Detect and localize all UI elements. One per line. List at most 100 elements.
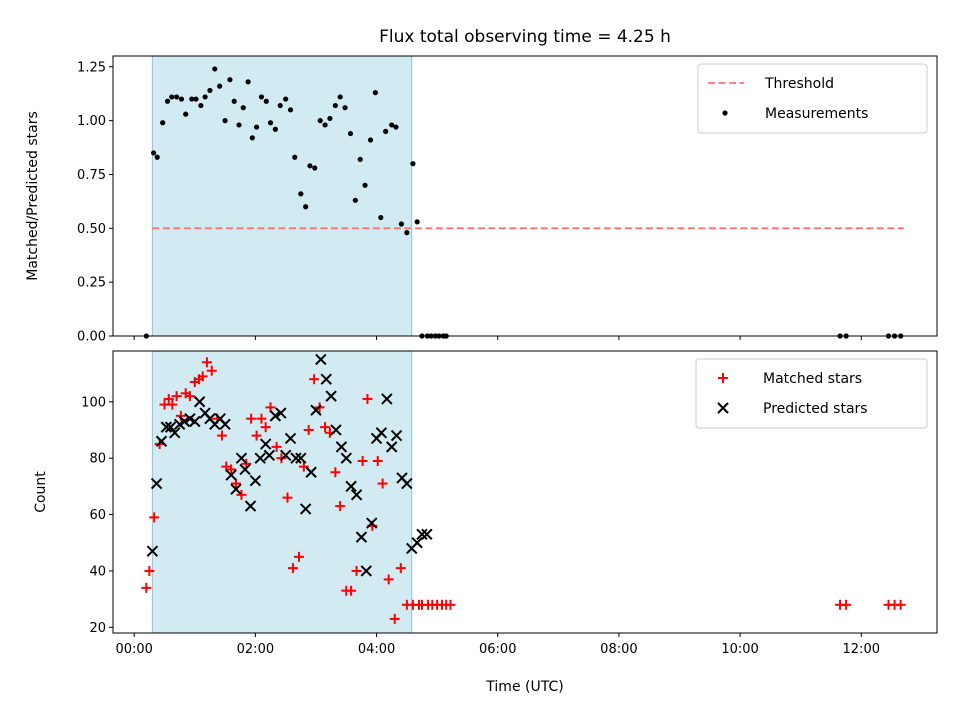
measurement-point: [231, 98, 237, 104]
y-tick-label: 0.50: [77, 222, 106, 237]
matched-star-point: [294, 551, 305, 562]
predicted-star-point: [355, 531, 368, 543]
ratio-legend: Threshold Measurements: [697, 63, 928, 134]
cross-stroke-b: [244, 500, 257, 512]
count-plot-frame: [112, 350, 938, 634]
measurement-point: [189, 96, 195, 102]
measurement-point: [178, 96, 185, 102]
measurement-point: [198, 102, 204, 109]
measurement-point: [383, 128, 389, 134]
measurement-point: [212, 66, 218, 72]
predicted-star-point: [366, 517, 378, 529]
cross-stroke-b: [350, 489, 363, 501]
measurement-point: [389, 122, 395, 128]
predicted-star-point: [259, 438, 272, 450]
matched-star-point: [330, 467, 341, 478]
predicted-star-point: [249, 475, 262, 487]
time-x-axis-label: Time (UTC): [485, 679, 563, 695]
cross-stroke-b: [381, 393, 393, 405]
cross-stroke-b: [239, 463, 251, 476]
matched-star-point: [335, 501, 346, 512]
matched-star-point: [206, 365, 217, 376]
matched-star-point: [256, 413, 267, 424]
predicted-star-point: [299, 503, 312, 515]
matched-star-point: [895, 599, 906, 610]
predicted-star-point: [284, 432, 297, 445]
predicted-star-point: [350, 489, 363, 501]
measurement-point: [347, 130, 354, 137]
matched-star-point: [271, 441, 282, 452]
measurement-point: [150, 150, 157, 156]
cross-stroke-b: [310, 404, 322, 416]
cross-stroke-b: [375, 427, 388, 439]
measurement-point: [398, 221, 404, 227]
matched-star-point: [144, 565, 155, 576]
legend-predicted-swatch: [717, 402, 729, 414]
y-tick-label: 1.25: [77, 60, 106, 75]
measurement-point: [317, 118, 323, 124]
cross-stroke-b: [249, 475, 262, 487]
legend-measurement-label: Measurements: [765, 106, 868, 122]
x-tick-label: 10:00: [721, 642, 758, 657]
measurement-point: [202, 94, 208, 100]
matched-star-point: [171, 391, 182, 402]
cross-stroke-b: [204, 412, 216, 425]
cross-stroke-b: [305, 466, 317, 478]
cross-stroke-b: [401, 477, 413, 490]
measurement-point: [372, 90, 378, 96]
measurement-point: [283, 96, 289, 102]
legend-measurement-swatch: [722, 110, 728, 116]
matched-star-point: [383, 574, 394, 585]
cross-stroke-b: [184, 412, 196, 425]
cross-stroke-b: [345, 480, 357, 493]
predicted-star-point: [269, 410, 282, 422]
cross-stroke-b: [320, 373, 332, 385]
cross-stroke-b: [325, 390, 337, 402]
predicted-star-point: [169, 427, 181, 439]
matched-star-point: [149, 512, 160, 523]
cross-stroke-b: [214, 412, 226, 425]
predicted-star-point: [416, 528, 428, 541]
predicted-star-point: [315, 353, 327, 366]
matched-star-point: [351, 565, 362, 576]
predicted-star-point: [325, 390, 337, 402]
predicted-star-point: [150, 477, 163, 490]
cross-stroke-b: [360, 565, 372, 577]
legend-matched-label: Matched stars: [763, 371, 862, 387]
matched-star-point: [395, 563, 406, 574]
predicted-star-point: [375, 427, 388, 439]
matched-star-point: [320, 422, 331, 433]
y-tick-label: 0.75: [77, 168, 106, 183]
cross-stroke-b: [146, 545, 159, 557]
measurement-point: [240, 105, 246, 111]
measurement-point: [164, 98, 171, 104]
matched-star-point: [362, 393, 373, 404]
count-y-axis-label: Count: [33, 471, 49, 513]
predicted-star-point: [193, 396, 206, 408]
matched-star-point: [287, 563, 298, 574]
measurement-point: [337, 94, 343, 100]
legend-box: [697, 63, 928, 134]
measurement-point: [410, 161, 416, 167]
matched-star-point: [251, 430, 262, 441]
predicted-star-point: [390, 429, 403, 442]
measurement-point: [169, 94, 175, 100]
matched-star-point: [298, 461, 309, 472]
predicted-star-point: [279, 449, 292, 462]
x-tick-label: 08:00: [600, 642, 637, 657]
measurement-point: [267, 120, 274, 126]
cross-stroke-b: [330, 424, 342, 436]
measurement-point: [414, 219, 420, 225]
measurement-point: [362, 182, 368, 188]
cross-stroke-b: [284, 432, 297, 445]
cross-stroke-b: [155, 435, 168, 447]
matched-star-point: [246, 413, 257, 424]
predicted-star-point: [330, 424, 342, 436]
measurement-point: [404, 230, 410, 236]
measurement-point: [342, 105, 348, 111]
matched-star-point: [184, 391, 195, 402]
measurement-point: [245, 79, 251, 85]
measurement-point: [312, 165, 318, 171]
predicted-star-point: [178, 415, 191, 428]
